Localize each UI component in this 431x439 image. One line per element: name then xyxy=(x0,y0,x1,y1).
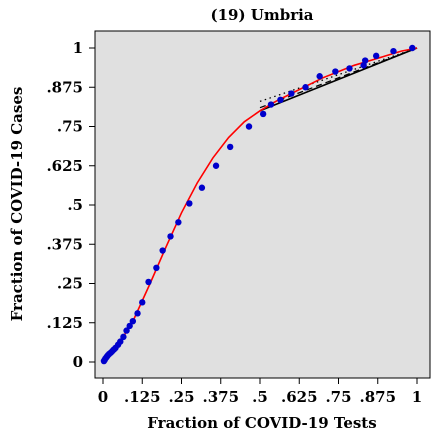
data-point xyxy=(175,219,182,226)
data-point xyxy=(332,68,339,75)
x-tick-label: .875 xyxy=(359,388,396,406)
y-tick-label: .875 xyxy=(46,78,83,96)
y-axis: 0 .125 .25 .375 .5 .625 .75 .875 1 xyxy=(46,39,95,371)
data-point xyxy=(123,327,130,334)
y-tick-label: .5 xyxy=(67,196,83,214)
data-point xyxy=(186,200,193,207)
reference-dashed-line xyxy=(259,47,418,109)
data-point xyxy=(226,143,234,151)
data-point xyxy=(212,162,220,169)
y-tick-label: .75 xyxy=(57,118,83,136)
x-tick-label: 0 xyxy=(98,388,108,406)
data-point xyxy=(145,278,152,286)
x-tick-label: 1 xyxy=(412,388,422,406)
data-point xyxy=(198,184,206,191)
x-tick-label: .375 xyxy=(202,388,239,406)
data-point xyxy=(117,338,124,345)
data-point xyxy=(346,65,353,72)
data-point xyxy=(245,123,253,130)
plot-area xyxy=(94,30,431,379)
y-tick-label: .125 xyxy=(46,314,83,332)
y-tick-label: 1 xyxy=(73,39,83,57)
x-tick-label: .625 xyxy=(281,388,318,406)
series-layer xyxy=(100,44,418,365)
y-tick-label: .625 xyxy=(46,157,83,175)
data-point xyxy=(126,322,133,330)
reference-solid-line xyxy=(259,47,418,112)
data-point xyxy=(159,247,166,254)
x-axis: 0 .125 .25 .375 .5 .625 .75 .875 1 xyxy=(98,378,422,406)
x-tick-label: .125 xyxy=(124,388,161,406)
data-point xyxy=(153,264,160,271)
x-axis-label: Fraction of COVID-19 Tests xyxy=(147,414,376,432)
data-point xyxy=(267,101,275,108)
x-tick-label: .5 xyxy=(252,388,268,406)
x-tick-label: .75 xyxy=(325,388,351,406)
data-point xyxy=(134,310,141,317)
data-point xyxy=(372,52,380,60)
data-point xyxy=(316,73,323,80)
y-tick-label: .25 xyxy=(57,275,83,293)
y-axis-label: Fraction of COVID-19 Cases xyxy=(8,87,26,322)
data-point xyxy=(129,317,137,325)
data-point xyxy=(302,84,309,91)
data-point xyxy=(390,47,397,55)
data-point xyxy=(167,233,174,240)
x-tick-label: .25 xyxy=(168,388,194,406)
y-tick-label: .375 xyxy=(46,235,83,253)
data-point xyxy=(288,90,295,97)
chart-title: (19) Umbria xyxy=(210,6,313,24)
data-point xyxy=(139,299,146,306)
data-point xyxy=(409,44,416,52)
data-point xyxy=(259,110,267,118)
data-point xyxy=(120,333,127,341)
y-tick-label: 0 xyxy=(73,353,83,371)
data-point xyxy=(361,57,369,64)
data-point xyxy=(277,96,284,104)
